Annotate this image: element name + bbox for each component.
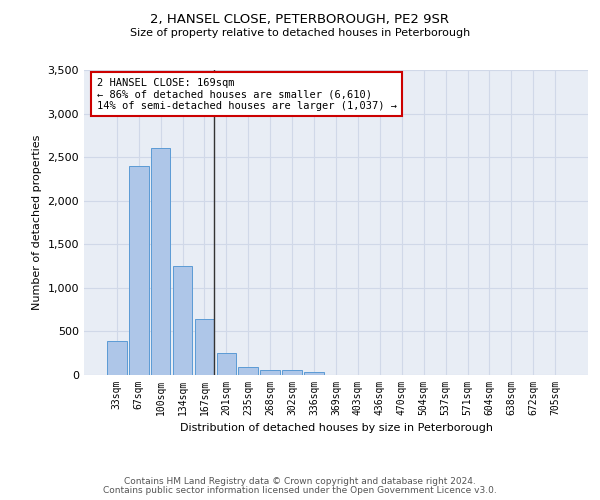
Text: 2 HANSEL CLOSE: 169sqm
← 86% of detached houses are smaller (6,610)
14% of semi-: 2 HANSEL CLOSE: 169sqm ← 86% of detached… bbox=[97, 78, 397, 111]
X-axis label: Distribution of detached houses by size in Peterborough: Distribution of detached houses by size … bbox=[179, 424, 493, 434]
Bar bbox=[194, 319, 214, 375]
Bar bbox=[151, 148, 170, 375]
Text: Size of property relative to detached houses in Peterborough: Size of property relative to detached ho… bbox=[130, 28, 470, 38]
Bar bbox=[238, 366, 258, 375]
Y-axis label: Number of detached properties: Number of detached properties bbox=[32, 135, 42, 310]
Text: 2, HANSEL CLOSE, PETERBOROUGH, PE2 9SR: 2, HANSEL CLOSE, PETERBOROUGH, PE2 9SR bbox=[151, 12, 449, 26]
Bar bbox=[304, 372, 324, 375]
Bar bbox=[260, 370, 280, 375]
Bar bbox=[282, 370, 302, 375]
Bar bbox=[217, 353, 236, 375]
Bar bbox=[129, 166, 149, 375]
Text: Contains public sector information licensed under the Open Government Licence v3: Contains public sector information licen… bbox=[103, 486, 497, 495]
Bar bbox=[107, 341, 127, 375]
Bar bbox=[173, 266, 193, 375]
Text: Contains HM Land Registry data © Crown copyright and database right 2024.: Contains HM Land Registry data © Crown c… bbox=[124, 477, 476, 486]
